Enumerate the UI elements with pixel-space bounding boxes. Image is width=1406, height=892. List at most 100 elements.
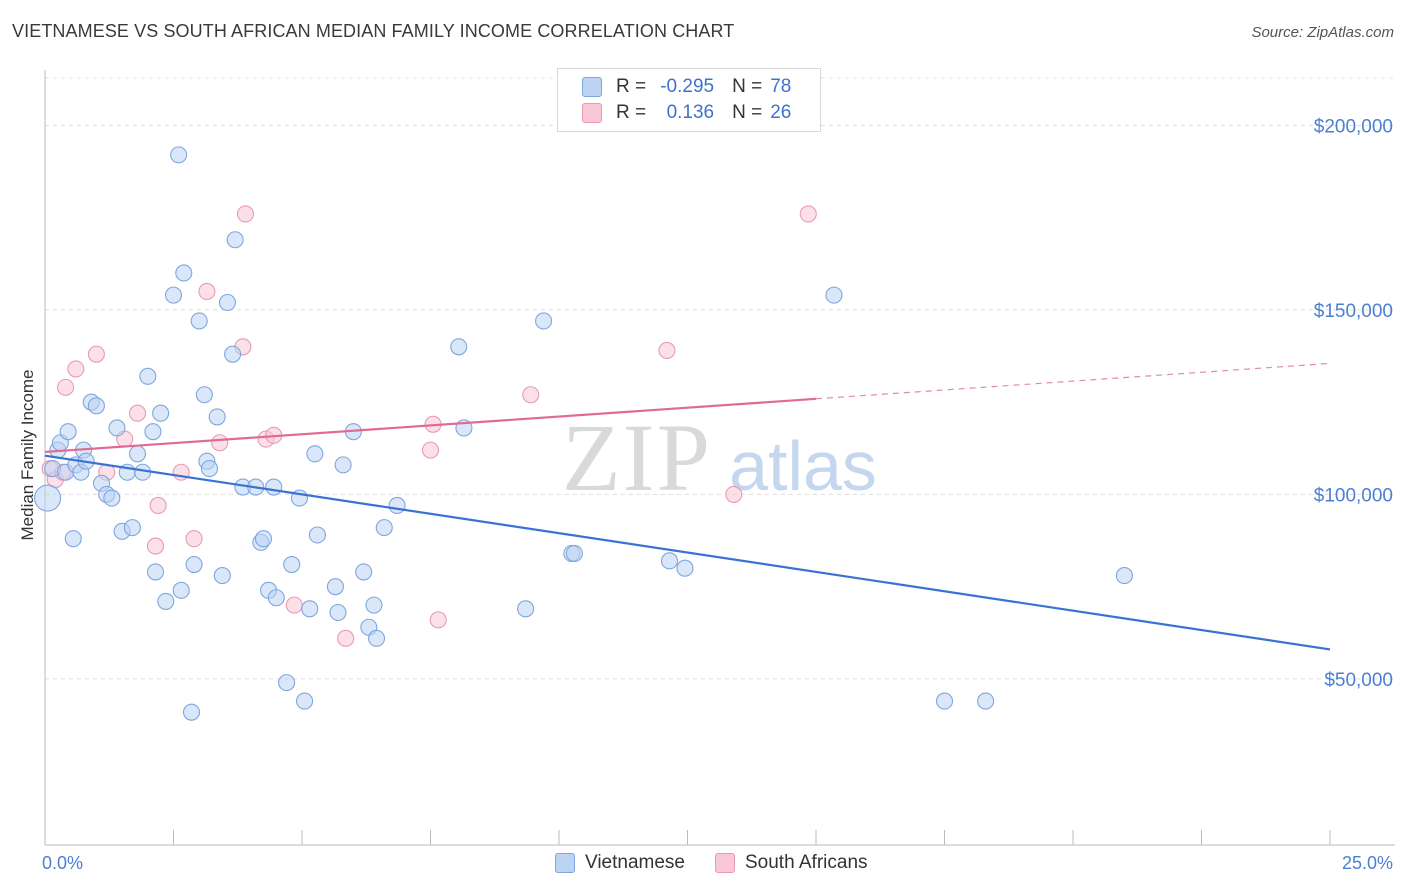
vietnamese-point	[185, 555, 203, 574]
vietnamese-point	[146, 563, 165, 581]
vietnamese-point	[103, 489, 121, 507]
south-africans-point	[149, 496, 167, 515]
legend-n-label: N =	[732, 102, 763, 123]
vietnamese-point	[365, 596, 383, 614]
watermark-atlas: atlas	[729, 427, 877, 505]
vietnamese-point	[190, 312, 208, 330]
legend-swatch-vietnamese	[582, 77, 602, 97]
vietnamese-point	[283, 555, 301, 574]
vietnamese-point	[825, 286, 843, 304]
south-africans-point	[146, 537, 165, 555]
tick-labels: $50,000 $100,000 $150,000 $200,000 0.0% 25.0%	[42, 116, 1393, 873]
legend-r-value: -0.295	[660, 76, 715, 97]
south-africans-point	[725, 485, 743, 503]
vietnamese-point	[367, 629, 386, 647]
vietnamese-point	[326, 578, 344, 596]
legend-r-label: R =	[616, 76, 647, 97]
legend-n-value: 26	[770, 102, 792, 123]
vietnamese-point	[123, 519, 141, 537]
south-africans-point	[522, 386, 540, 404]
south-africans-point	[337, 629, 355, 647]
vietnamese-point	[265, 478, 283, 496]
series-legend-south-africans[interactable]: South Africans	[715, 852, 868, 874]
correlation-legend: R = -0.295 N = 78 R = 0.136 N = 26	[557, 68, 821, 132]
vietnamese-point	[278, 674, 296, 692]
legend-swatch-south-africans	[582, 103, 602, 123]
gridlines	[45, 77, 1395, 680]
vietnamese-point	[87, 397, 105, 415]
vietnamese-point	[977, 692, 995, 710]
vietnamese-point	[676, 559, 694, 577]
vietnamese-point	[355, 563, 373, 581]
vietnamese-point	[175, 264, 193, 282]
vietnamese-point	[517, 600, 535, 618]
vietnamese-point	[64, 530, 82, 548]
legend-r-value: 0.136	[666, 102, 715, 123]
vietnamese-point	[182, 703, 201, 721]
y-tick-label: $150,000	[1314, 301, 1393, 322]
chart-title: VIETNAMESE VS SOUTH AFRICAN MEDIAN FAMIL…	[12, 21, 735, 41]
series-label-vietnamese: Vietnamese	[585, 852, 685, 873]
series-swatch-vietnamese	[555, 853, 575, 873]
south-africans-point	[429, 611, 447, 629]
vietnamese-point	[375, 519, 393, 537]
series-label-south-africans: South Africans	[745, 852, 868, 873]
south-africans-point	[185, 530, 203, 548]
vietnamese-point	[157, 592, 175, 610]
vietnamese-point	[108, 419, 126, 437]
south-africans-point	[198, 282, 216, 300]
vietnamese-point	[296, 692, 314, 710]
vietnamese-point	[224, 345, 242, 363]
south-africans-point	[128, 404, 147, 422]
watermark-zip: ZIP	[562, 404, 712, 511]
vietnamese-point	[218, 293, 237, 312]
vietnamese-point	[170, 146, 188, 164]
legend-n-label: N =	[732, 76, 763, 97]
legend-row-vietnamese: R = -0.295 N = 78	[582, 74, 791, 100]
vietnamese-point	[267, 589, 285, 607]
south-africans-point	[236, 205, 255, 223]
vietnamese-point	[254, 530, 273, 548]
south-africans-point	[285, 596, 303, 614]
vietnamese-point	[152, 404, 170, 422]
vietnamese-point	[172, 581, 190, 599]
y-tick-label: $200,000	[1314, 116, 1393, 137]
vietnamese-point	[34, 484, 62, 512]
vietnamese-point	[329, 603, 347, 622]
legend-n-value: 78	[770, 76, 792, 97]
y-axis-title: Median Family Income	[18, 369, 37, 540]
vietnamese-point	[308, 526, 326, 544]
vietnamese-point	[139, 367, 157, 385]
vietnamese-point	[306, 445, 324, 463]
vietnamese-point	[1115, 567, 1133, 585]
vietnamese-point	[535, 312, 553, 330]
south-africans-point	[799, 205, 817, 223]
vietnamese-point	[144, 423, 162, 441]
vietnamese-point	[128, 445, 147, 463]
vietnamese-point	[565, 544, 583, 563]
series-legend-vietnamese[interactable]: Vietnamese	[555, 852, 685, 874]
vietnamese-point	[164, 286, 183, 304]
x-tick-label-max: 25.0%	[1342, 853, 1393, 873]
vietnamese-point	[301, 600, 319, 618]
vietnamese-point	[213, 567, 231, 585]
vietnamese-point	[59, 423, 77, 441]
vietnamese-point	[660, 552, 679, 570]
south-africans-trend-line	[44, 397, 817, 454]
south-africans-point	[57, 378, 75, 396]
vietnamese-points	[34, 146, 1133, 721]
vietnamese-trend-line	[44, 454, 1331, 651]
vietnamese-point	[200, 460, 219, 478]
vietnamese-point	[226, 231, 244, 249]
vietnamese-point	[208, 408, 226, 426]
south-africans-point	[67, 360, 85, 378]
south-africans-point	[87, 345, 105, 363]
south-africans-point	[421, 441, 440, 459]
y-tick-label: $100,000	[1314, 485, 1393, 506]
x-tick-label-min: 0.0%	[42, 853, 83, 873]
south-africans-point	[658, 341, 676, 360]
series-legend: Vietnamese South Africans	[555, 852, 898, 874]
legend-row-south-africans: R = 0.136 N = 26	[582, 100, 791, 126]
vietnamese-point	[388, 496, 406, 515]
